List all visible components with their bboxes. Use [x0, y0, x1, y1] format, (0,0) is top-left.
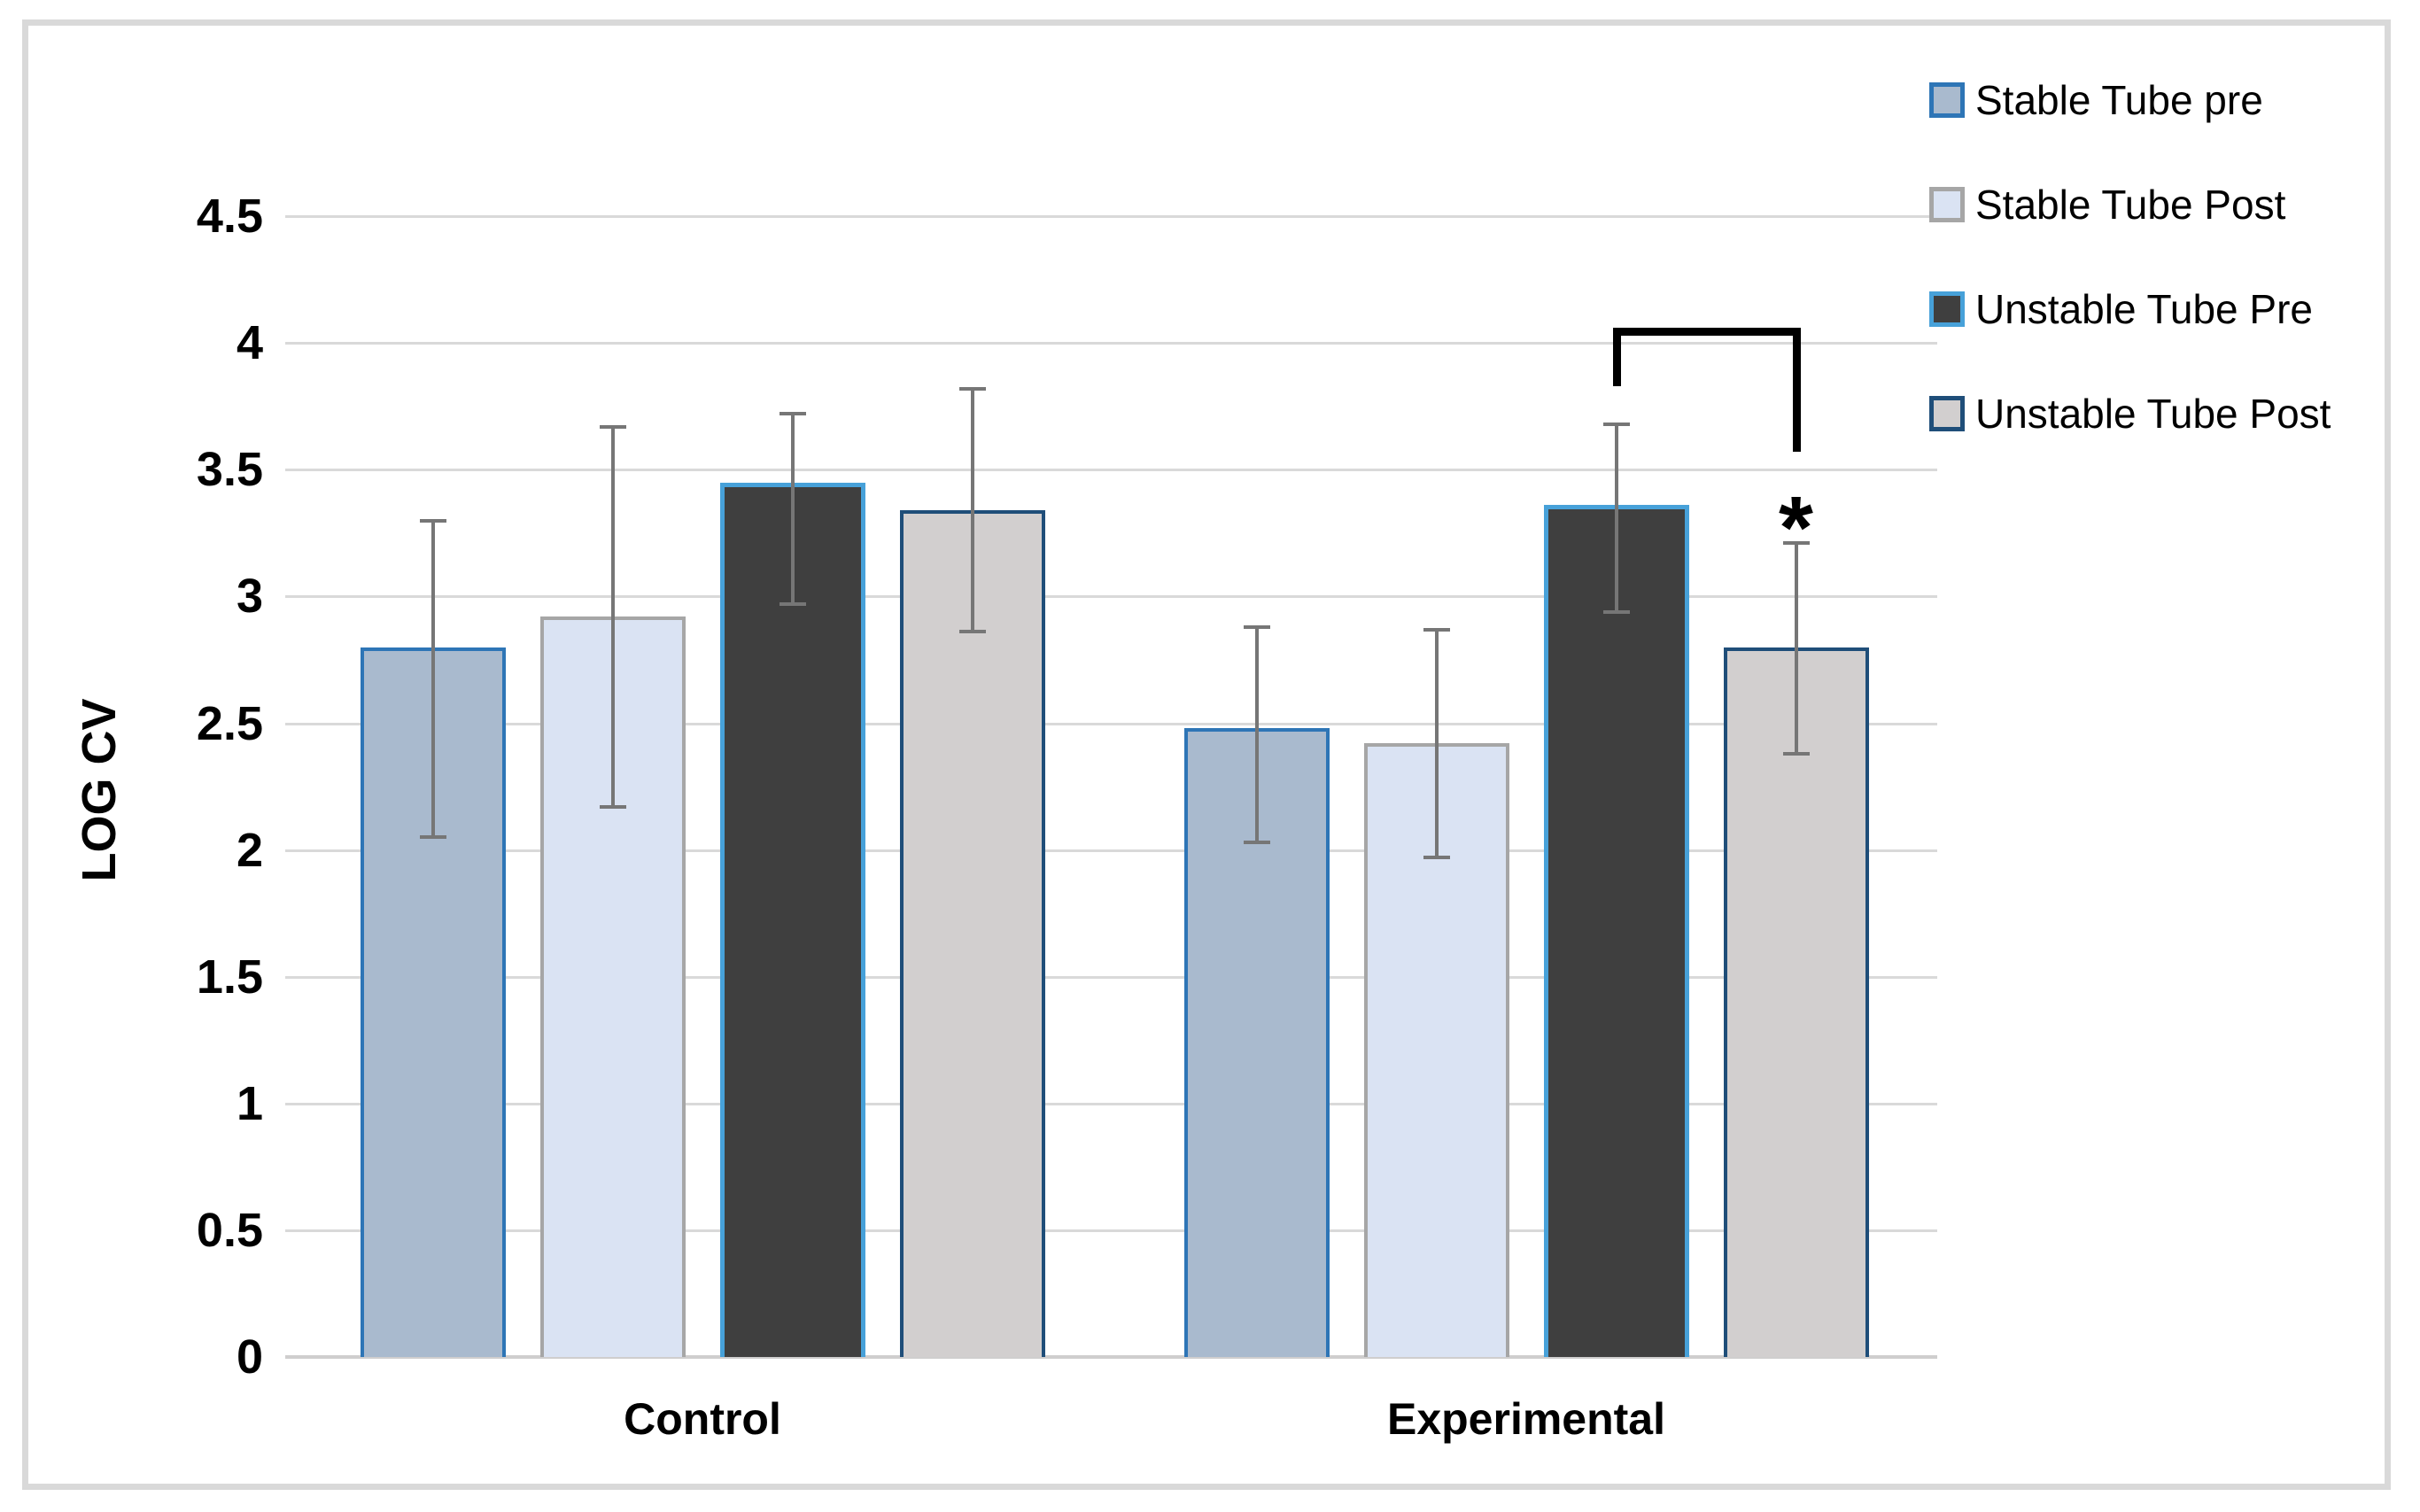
- legend-label: Unstable Tube Post: [1975, 391, 2331, 437]
- y-tick-label: 1: [236, 1076, 263, 1130]
- gridline: [285, 722, 1937, 725]
- error-bar-cap-bottom: [958, 630, 986, 634]
- gridline: [285, 1102, 1937, 1105]
- error-bar: [610, 426, 615, 807]
- legend-swatch: [1929, 82, 1965, 118]
- error-bar-cap-bottom: [779, 601, 806, 606]
- y-axis-title: LOG CV: [73, 698, 126, 882]
- y-tick-label: 1.5: [196, 950, 263, 1004]
- error-bar: [1614, 423, 1618, 612]
- significance-star: *: [1779, 477, 1813, 578]
- x-category-label: Control: [624, 1394, 781, 1444]
- gridline: [285, 215, 1937, 219]
- error-bar: [1434, 629, 1439, 858]
- error-bar-cap-bottom: [419, 835, 446, 840]
- gridline: [285, 342, 1937, 345]
- bar-control-unstable-tube-post: [899, 510, 1045, 1357]
- significance-bracket-right-leg: [1792, 328, 1801, 453]
- legend-label: Unstable Tube Pre: [1975, 286, 2314, 332]
- significance-bracket-left-leg: [1612, 328, 1621, 386]
- gridline: [285, 595, 1937, 599]
- bar-experimental-unstable-tube-pre: [1543, 505, 1689, 1357]
- error-bar-cap-bottom: [1782, 751, 1810, 756]
- y-tick-label: 3.5: [196, 443, 263, 497]
- legend-label: Stable Tube Post: [1975, 182, 2286, 228]
- x-category-label: Experimental: [1386, 1394, 1665, 1444]
- error-bar: [970, 388, 974, 632]
- legend-swatch: [1929, 187, 1965, 222]
- y-tick-label: 0: [236, 1330, 263, 1384]
- gridline: [285, 469, 1937, 472]
- error-bar-cap-bottom: [1602, 609, 1630, 614]
- y-tick-label: 3: [236, 570, 263, 624]
- y-tick-label: 4: [236, 316, 263, 370]
- y-tick-label: 0.5: [196, 1203, 263, 1257]
- gridline: [285, 1229, 1937, 1232]
- error-bar-cap-top: [1423, 627, 1450, 632]
- chart-figure: LOG CV Stable Tube pre Stable Tube Post Un…: [22, 19, 2391, 1490]
- bar-experimental-stable-tube-pre: [1183, 728, 1330, 1357]
- bar-control-unstable-tube-pre: [719, 482, 865, 1357]
- error-bar-cap-top: [1782, 541, 1810, 546]
- legend-swatch: [1929, 396, 1965, 431]
- error-bar-cap-top: [599, 424, 626, 429]
- y-tick-label: 2.5: [196, 696, 263, 750]
- y-tick-label: 4.5: [196, 190, 263, 244]
- x-axis-line: [285, 1355, 1937, 1359]
- error-bar-cap-bottom: [1423, 856, 1450, 860]
- significance-bracket-top: [1612, 328, 1801, 337]
- gridline: [285, 975, 1937, 979]
- error-bar-cap-top: [958, 386, 986, 391]
- error-bar-cap-top: [779, 412, 806, 416]
- legend-swatch: [1929, 291, 1965, 327]
- error-bar: [1794, 543, 1798, 754]
- y-tick-label: 2: [236, 823, 263, 877]
- error-bar-cap-bottom: [599, 804, 626, 809]
- error-bar: [430, 520, 435, 838]
- error-bar-cap-top: [1602, 422, 1630, 426]
- bar-experimental-unstable-tube-post: [1723, 647, 1869, 1357]
- error-bar: [1254, 626, 1259, 842]
- error-bar-cap-bottom: [1243, 841, 1270, 844]
- bar-experimental-stable-tube-post: [1363, 743, 1509, 1357]
- error-bar-cap-top: [419, 518, 446, 523]
- error-bar: [790, 414, 795, 604]
- gridline: [285, 849, 1937, 852]
- error-bar-cap-top: [1243, 624, 1270, 629]
- legend-label: Stable Tube pre: [1975, 77, 2263, 123]
